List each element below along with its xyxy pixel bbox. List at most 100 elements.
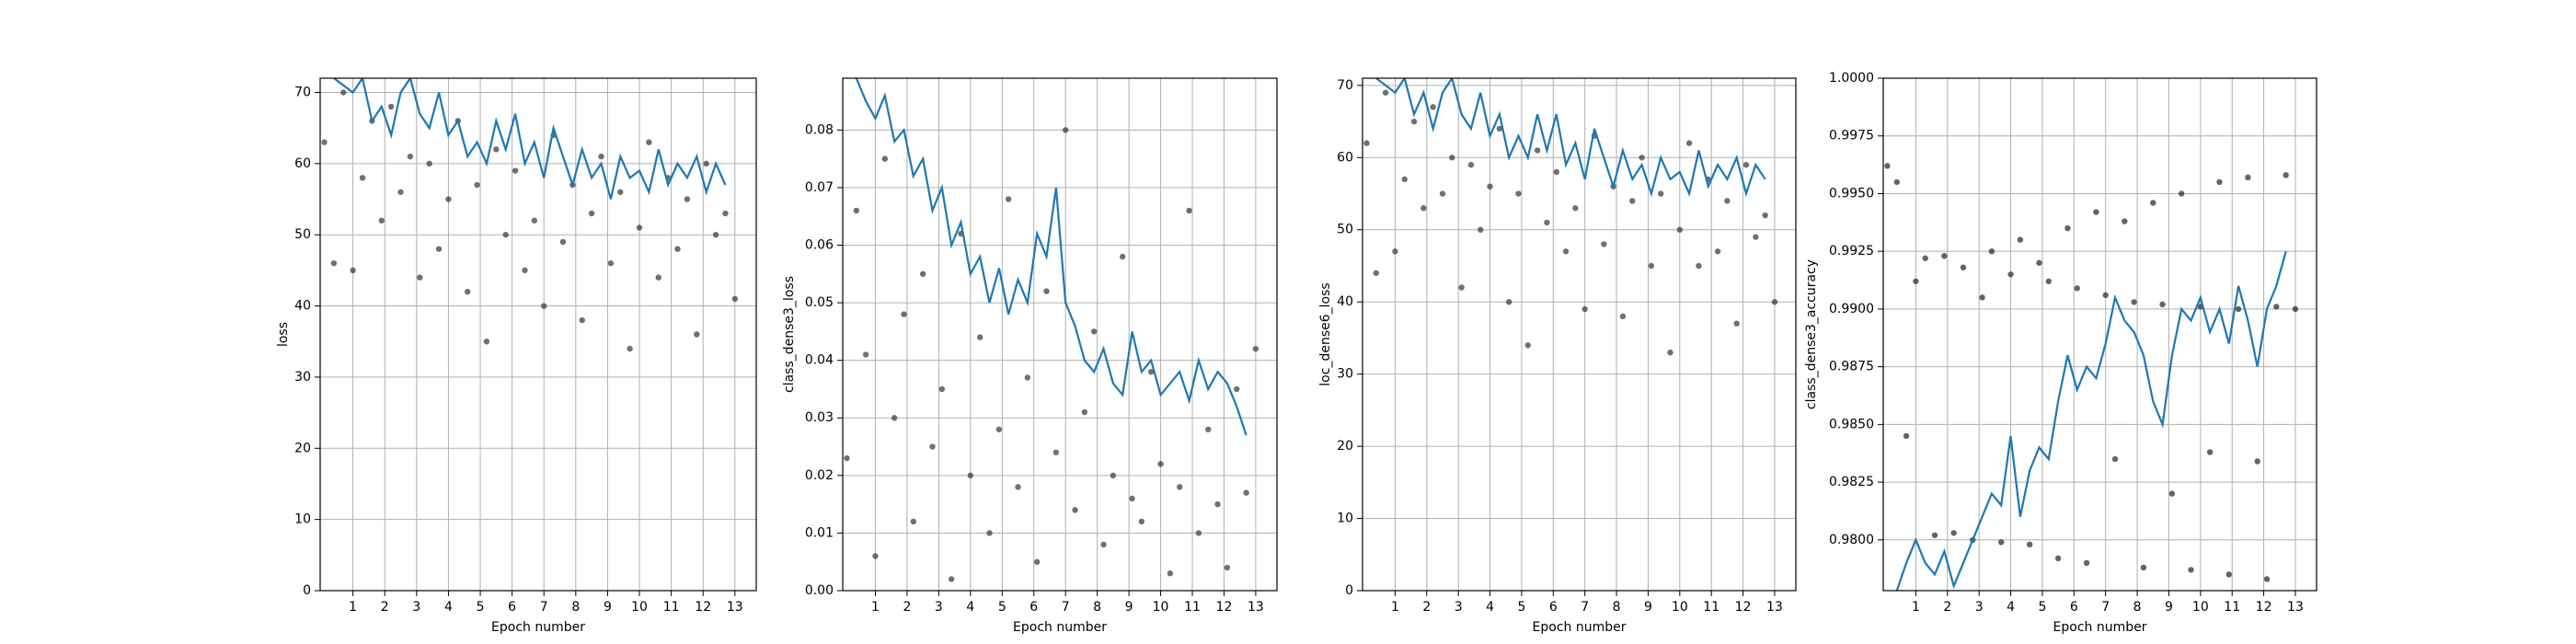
point: [684, 196, 691, 202]
axes-frame: [319, 77, 757, 592]
y-tick-label: 0.07: [805, 180, 834, 195]
point: [1478, 226, 1484, 233]
y-tick-label: 0.9875: [1829, 360, 1874, 374]
point: [1960, 264, 1967, 270]
point: [2292, 305, 2299, 313]
point: [986, 530, 993, 536]
point: [1224, 564, 1231, 571]
point: [387, 103, 395, 110]
point: [910, 518, 917, 525]
point: [378, 217, 385, 224]
point: [1648, 262, 1655, 270]
y-tick-label: 0.9900: [1829, 302, 1874, 316]
x-tick-label: 12: [1735, 600, 1752, 615]
point: [1998, 539, 2005, 546]
x-tick-label: 10: [2192, 600, 2209, 615]
point: [881, 155, 889, 162]
x-tick-label: 8: [571, 600, 580, 615]
x-tick-label: 13: [2287, 600, 2304, 615]
plot-area: [844, 78, 1259, 582]
plot-area: [321, 78, 739, 352]
point: [703, 160, 709, 167]
x-tick-label: 4: [444, 600, 453, 615]
y-tick-label: 0.02: [805, 468, 834, 483]
point: [674, 246, 681, 252]
point: [2122, 218, 2128, 224]
y-tick-label: 0.04: [805, 353, 834, 368]
point: [1043, 288, 1050, 294]
point: [502, 231, 509, 238]
point: [330, 259, 338, 267]
point: [1005, 196, 1012, 202]
point: [1524, 342, 1532, 349]
point: [579, 316, 585, 324]
point: [1449, 155, 1455, 161]
point: [2026, 541, 2033, 548]
point: [722, 210, 729, 217]
x-tick-label: 3: [935, 600, 943, 615]
point: [1941, 252, 1948, 259]
plot-area: [1884, 163, 2299, 591]
point: [1205, 426, 1212, 432]
x-tick-label: 9: [2165, 600, 2173, 615]
point: [321, 139, 328, 145]
point: [1148, 368, 1155, 375]
point: [694, 331, 700, 338]
point: [712, 231, 719, 238]
point: [636, 224, 643, 231]
y-tick-label: 0.9825: [1829, 475, 1874, 489]
point: [1234, 385, 1240, 393]
point: [1091, 328, 1098, 335]
point: [1913, 278, 1919, 284]
point: [1458, 284, 1465, 291]
x-tick-label: 7: [2101, 600, 2110, 615]
point: [2206, 449, 2214, 455]
point: [1505, 298, 1512, 305]
point: [1052, 449, 1060, 455]
x-tick-label: 8: [2133, 600, 2142, 615]
point: [2111, 455, 2119, 463]
point: [417, 274, 423, 281]
y-axis-label: loc_dense6_loss: [1318, 282, 1333, 385]
axes-frame: [842, 77, 1278, 592]
point: [1572, 205, 1579, 212]
y-axis-label: class_dense3_accuracy: [1804, 259, 1819, 409]
x-tick-label: 9: [1644, 600, 1652, 615]
point: [1762, 212, 1768, 219]
point: [1243, 489, 1249, 496]
y-tick-label: 60: [294, 156, 311, 171]
x-tick-label: 1: [1391, 600, 1399, 615]
y-tick-label: 20: [294, 441, 311, 455]
y-tick-label: 40: [1337, 294, 1353, 309]
point: [967, 472, 974, 479]
axes-frame: [1362, 77, 1797, 592]
y-tick-label: 10: [1337, 512, 1353, 526]
point: [541, 303, 547, 309]
axes-frame: [1882, 77, 2317, 592]
x-tick-label: 8: [1613, 600, 1621, 615]
point: [1195, 530, 1202, 536]
point: [598, 153, 604, 160]
point: [1100, 541, 1107, 548]
point: [919, 270, 926, 277]
point: [2263, 576, 2271, 582]
point: [397, 189, 404, 195]
point: [1988, 247, 1995, 255]
x-tick-label: 2: [1943, 600, 1951, 615]
x-tick-label: 10: [631, 600, 648, 615]
x-tick-label: 11: [1703, 600, 1719, 615]
y-tick-label: 70: [294, 85, 311, 99]
x-tick-label: 12: [695, 600, 711, 615]
point: [531, 217, 538, 224]
point: [1063, 127, 1069, 133]
x-tick-label: 3: [1975, 600, 1984, 615]
y-tick-label: 0.05: [805, 295, 834, 310]
point: [2054, 555, 2062, 562]
point: [1072, 507, 1078, 513]
x-tick-label: 8: [1093, 600, 1101, 615]
point: [445, 196, 452, 202]
point: [2254, 458, 2260, 465]
y-tick-label: 40: [294, 299, 311, 314]
point: [2131, 299, 2137, 305]
